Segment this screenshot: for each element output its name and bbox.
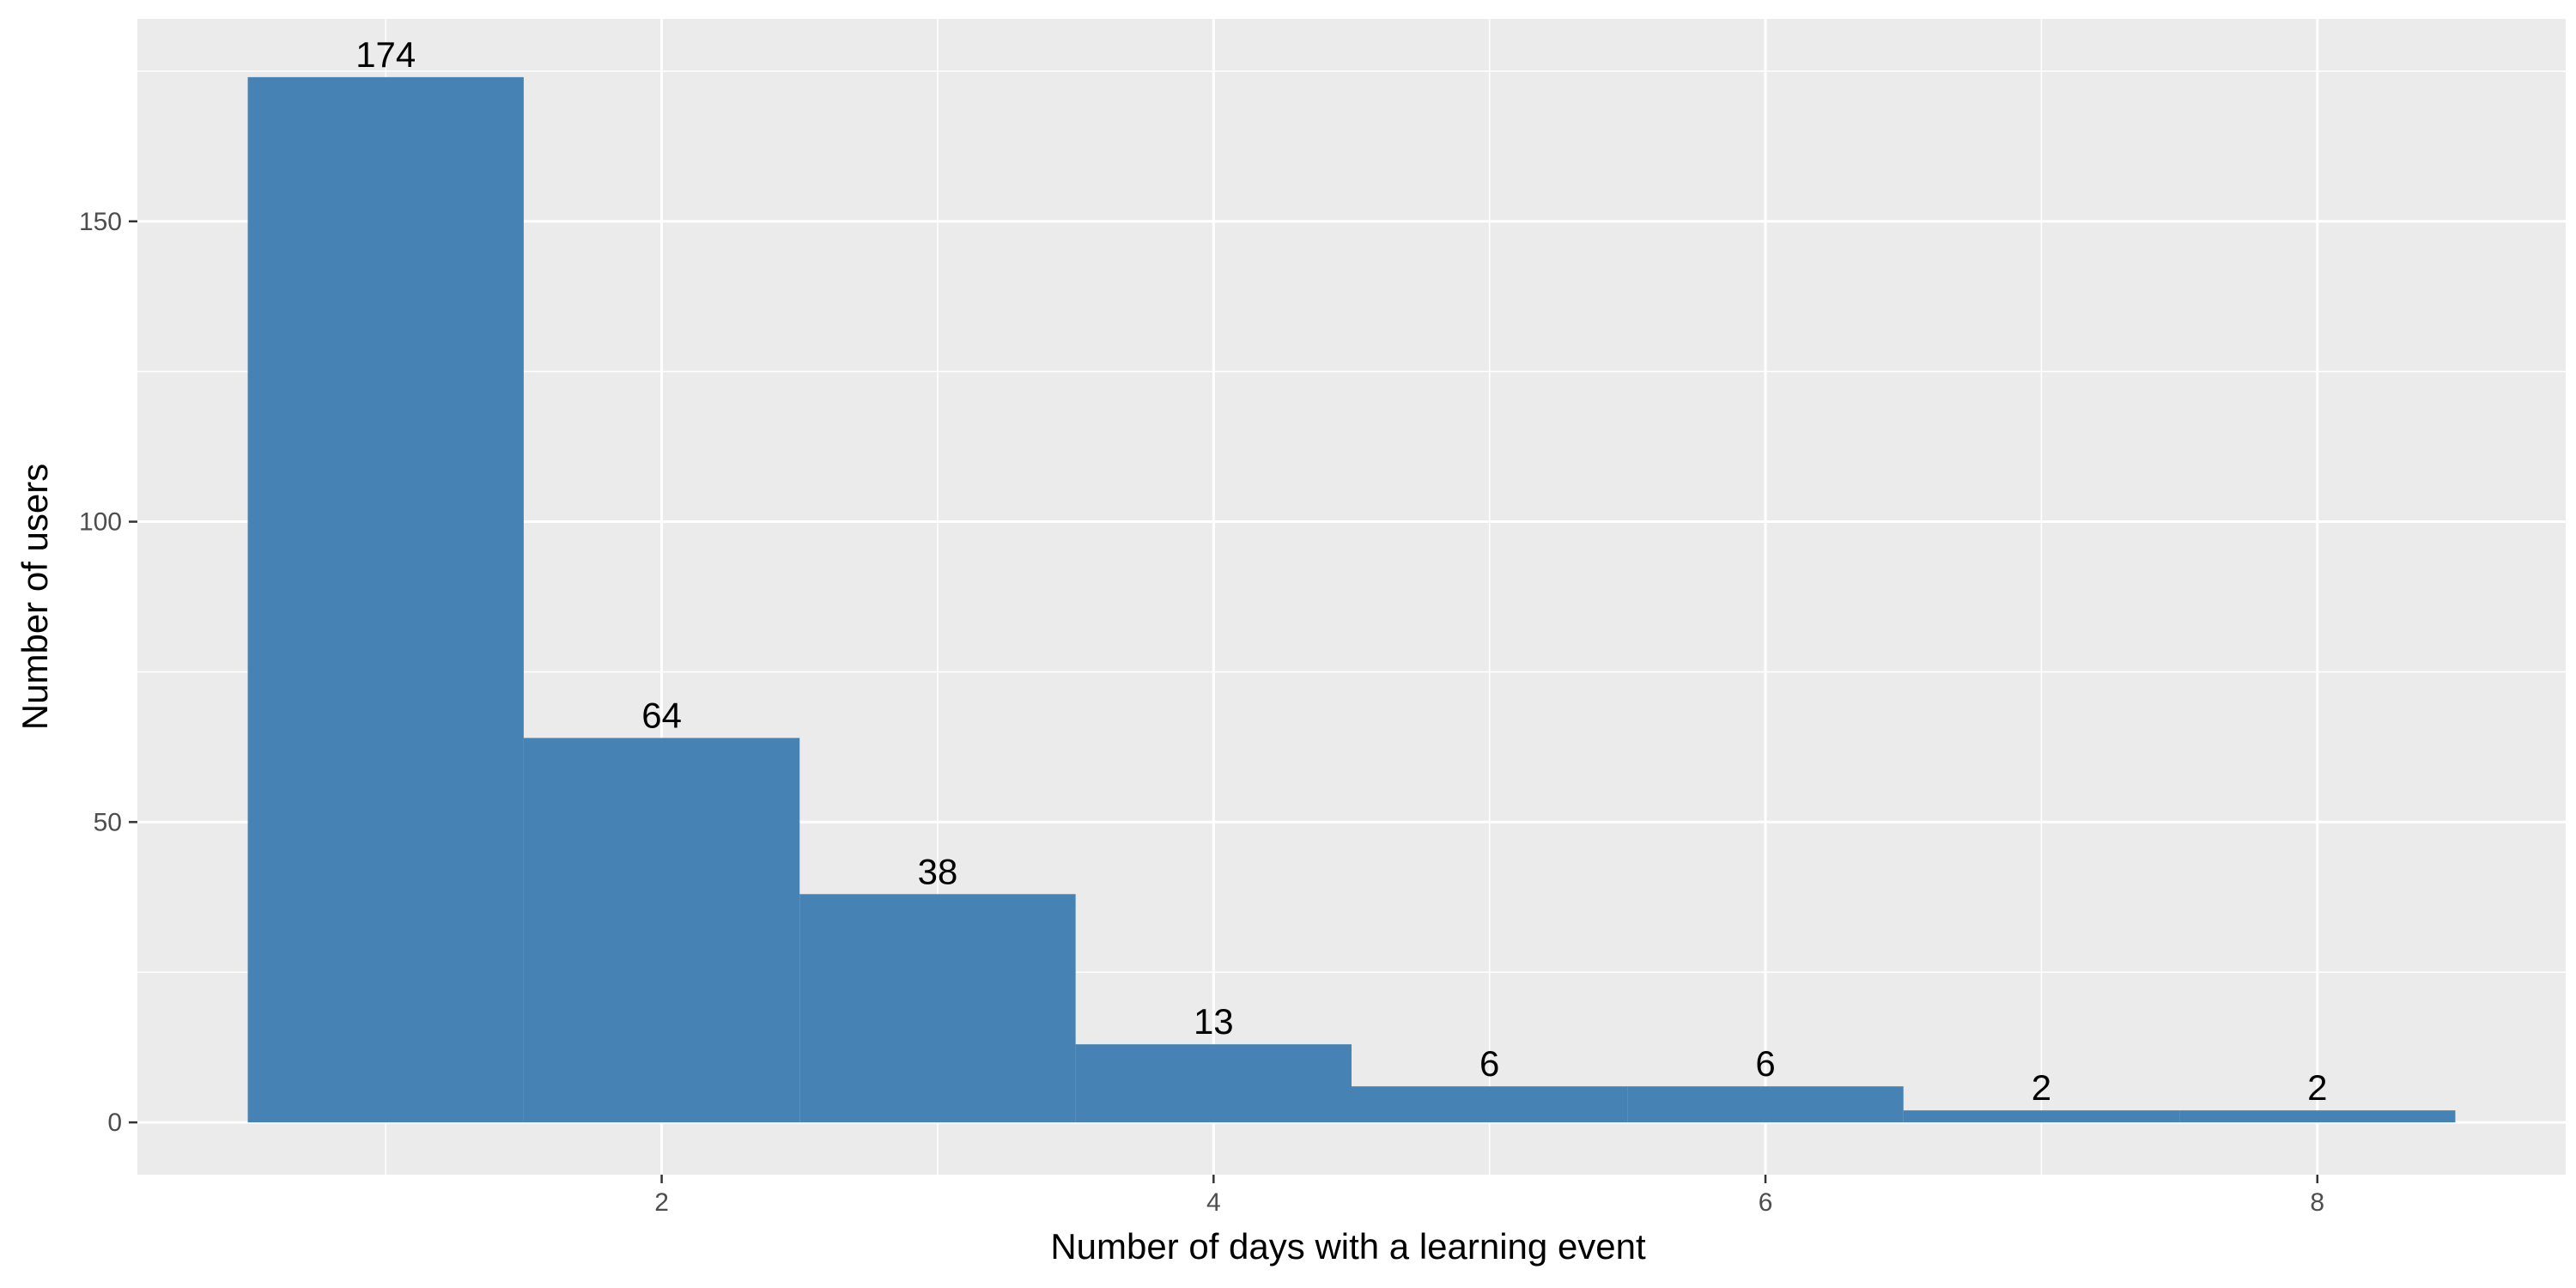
bar-data-label: 38 [918, 851, 958, 891]
bar [1352, 1086, 1628, 1123]
bar-data-label: 64 [641, 695, 682, 735]
bar-data-label: 13 [1194, 1001, 1234, 1042]
y-tick-label: 50 [94, 808, 122, 836]
bar-data-label: 6 [1479, 1043, 1499, 1084]
x-axis: 2 4 6 8 [654, 1175, 2324, 1217]
y-axis: 0 50 100 150 [79, 208, 137, 1137]
bar-labels: 174 64 38 13 6 6 2 2 [355, 34, 2327, 1108]
bar-data-label: 2 [2032, 1067, 2051, 1108]
y-axis-title: Number of users [15, 464, 55, 730]
bar-data-label: 6 [1755, 1043, 1775, 1084]
bar-data-label: 174 [355, 34, 416, 75]
bar [523, 738, 800, 1123]
bar-data-label: 2 [2307, 1067, 2327, 1108]
x-tick-label: 8 [2310, 1188, 2324, 1217]
bar [799, 894, 1076, 1123]
y-tick-label: 100 [79, 508, 122, 537]
bar [1075, 1044, 1352, 1123]
y-tick-label: 0 [107, 1109, 122, 1137]
x-tick-label: 6 [1759, 1188, 1773, 1217]
x-tick-label: 4 [1206, 1188, 1221, 1217]
y-tick-label: 150 [79, 208, 122, 236]
bar [1903, 1110, 2180, 1123]
x-tick-label: 2 [654, 1188, 669, 1217]
bar [247, 76, 524, 1123]
x-axis-title: Number of days with a learning event [1050, 1226, 1646, 1267]
bar [1627, 1086, 1904, 1123]
bars [247, 76, 2456, 1123]
bar [2179, 1110, 2456, 1123]
